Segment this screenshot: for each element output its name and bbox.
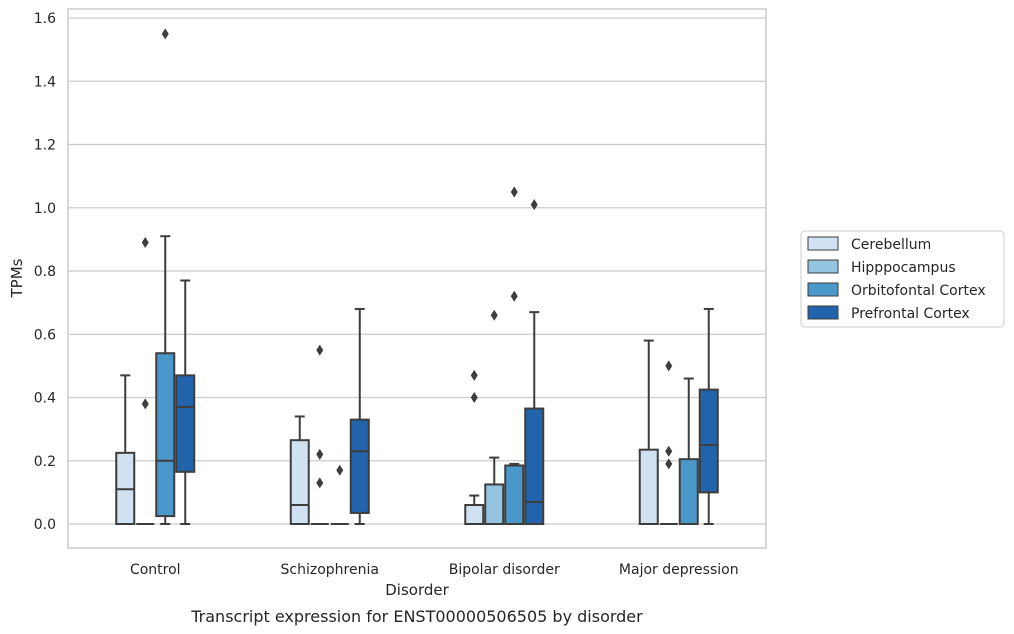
legend-items: Cerebellum Hipppocampus Orbitofontal Corte… <box>807 236 986 322</box>
box-iqr <box>638 448 659 525</box>
legend-swatch <box>807 282 839 297</box>
y-axis-label: TPMs <box>8 258 26 298</box>
box-cerebellum-3 <box>638 339 659 525</box>
outlier-point <box>470 392 478 403</box>
box-iqr <box>349 418 370 514</box>
box-prefrontal-cortex-1 <box>349 307 370 525</box>
legend-swatch <box>807 305 839 320</box>
legend-label: Orbitofontal Cortex <box>851 283 986 299</box>
outlier-point <box>510 290 518 302</box>
y-tick-label: 0.6 <box>34 327 56 343</box>
outlier-point <box>470 369 478 381</box>
outlier-point <box>316 477 324 489</box>
outlier-point <box>316 448 324 460</box>
y-tick-label: 1.0 <box>34 201 56 217</box>
box-orbitofontal-cortex-3 <box>678 377 699 526</box>
outlier-point <box>161 28 169 40</box>
y-tick-label: 0.8 <box>34 264 56 280</box>
y-tick-labels: 0.0 0.2 0.4 0.6 0.8 1.0 1.2 1.4 1.6 <box>34 11 56 533</box>
outlier-point <box>665 360 673 372</box>
box-prefrontal-cortex-3 <box>698 307 719 525</box>
box-iqr <box>175 374 196 473</box>
x-tick-labels: Control Schizophrenia Bipolar disorder Majo… <box>130 562 739 578</box>
x-tick-label: Bipolar disorder <box>449 562 560 578</box>
outlier-point <box>665 458 673 470</box>
legend-item: Prefrontal Cortex <box>807 305 970 322</box>
box-cerebellum-0 <box>115 374 136 525</box>
box-iqr <box>464 504 485 525</box>
y-tick-label: 0.2 <box>34 454 56 470</box>
box-iqr <box>289 439 310 526</box>
chart-caption: Transcript expression for ENST0000050650… <box>190 607 643 626</box>
y-tick-label: 0.4 <box>34 391 56 407</box>
box-orbitofontal-cortex-2 <box>504 186 525 525</box>
y-tick-label: 0.0 <box>34 517 56 533</box>
legend-item: Cerebellum <box>807 236 931 253</box>
outlier-point <box>490 309 498 321</box>
box-iqr <box>484 483 505 525</box>
box-hipppocampus-0 <box>136 237 155 525</box>
legend-swatch <box>807 259 839 274</box>
box-prefrontal-cortex-0 <box>175 279 196 525</box>
legend-item: Orbitofontal Cortex <box>807 282 986 299</box>
outlier-point <box>141 398 149 410</box>
box-hipppocampus-3 <box>659 360 678 525</box>
x-tick-label: Control <box>130 562 181 578</box>
legend-frame <box>800 230 1005 328</box>
x-axis-label: Disorder <box>385 581 449 599</box>
outlier-point <box>510 186 518 198</box>
legend-label: Hipppocampus <box>851 260 956 276</box>
box-hipppocampus-1 <box>310 344 329 525</box>
legend-item: Hipppocampus <box>807 259 956 276</box>
plot-frame <box>67 8 767 549</box>
legend-swatch <box>807 236 839 251</box>
outlier-point <box>316 344 324 356</box>
y-tick-label: 1.4 <box>34 74 56 90</box>
legend-label: Prefrontal Cortex <box>851 306 970 322</box>
y-tick-label: 1.6 <box>34 11 56 27</box>
box-hipppocampus-2 <box>484 309 505 525</box>
outlier-point <box>141 237 149 249</box>
box-cerebellum-2 <box>464 369 485 525</box>
box-iqr <box>678 458 699 526</box>
box-prefrontal-cortex-2 <box>524 199 545 526</box>
box-iqr <box>698 388 719 494</box>
legend: Cerebellum Hipppocampus Orbitofontal Corte… <box>800 230 1005 328</box>
box-iqr <box>155 352 176 518</box>
box-cerebellum-1 <box>289 415 310 526</box>
boxes <box>115 28 719 526</box>
box-iqr <box>524 407 545 526</box>
outlier-point <box>665 445 673 457</box>
outlier-point <box>530 199 538 211</box>
box-iqr <box>504 464 525 525</box>
x-tick-label: Schizophrenia <box>281 562 379 578</box>
x-tick-label: Major depression <box>619 562 739 578</box>
y-tick-label: 1.2 <box>34 138 56 154</box>
legend-label: Cerebellum <box>851 237 931 253</box>
box-orbitofontal-cortex-0 <box>155 28 176 525</box>
box-orbitofontal-cortex-1 <box>330 464 349 525</box>
outlier-point <box>336 464 344 476</box>
